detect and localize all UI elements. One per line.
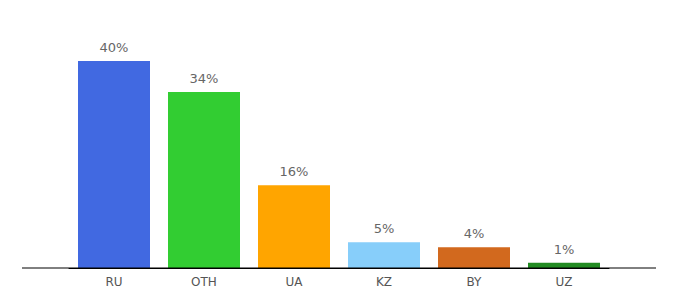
svg-text:UA: UA	[286, 275, 304, 289]
svg-text:34%: 34%	[190, 71, 219, 86]
svg-text:4%: 4%	[464, 226, 485, 241]
svg-text:OTH: OTH	[191, 275, 217, 289]
svg-text:UZ: UZ	[556, 275, 573, 289]
svg-text:1%: 1%	[554, 242, 575, 257]
svg-text:RU: RU	[105, 275, 122, 289]
svg-text:40%: 40%	[100, 40, 129, 55]
svg-text:KZ: KZ	[376, 275, 392, 289]
svg-text:5%: 5%	[374, 221, 395, 236]
svg-text:BY: BY	[467, 275, 483, 289]
svg-text:16%: 16%	[280, 164, 309, 179]
